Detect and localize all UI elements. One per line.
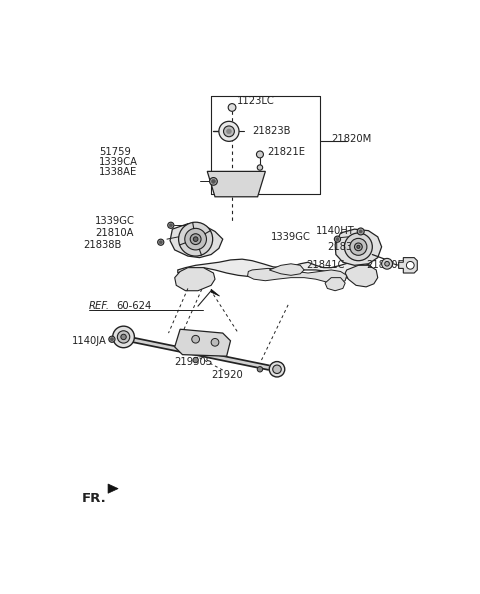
Polygon shape [170,224,223,258]
Circle shape [335,236,340,242]
Text: 21821E: 21821E [268,147,306,157]
Text: REF.: REF. [89,301,109,311]
Text: 21880E: 21880E [366,260,404,270]
Polygon shape [211,289,220,296]
Polygon shape [248,268,347,283]
Polygon shape [178,259,374,281]
Circle shape [110,338,113,341]
Circle shape [350,238,367,255]
Circle shape [192,336,200,343]
Circle shape [121,334,126,340]
Circle shape [269,362,285,377]
Polygon shape [108,484,118,493]
Circle shape [273,365,281,374]
Circle shape [157,239,164,245]
Circle shape [193,358,198,363]
Text: 1140HT: 1140HT [316,226,355,236]
Polygon shape [207,172,265,197]
Circle shape [179,222,213,256]
Circle shape [228,103,236,111]
Text: 21838B: 21838B [83,239,121,249]
Text: 21830: 21830 [327,242,359,252]
Polygon shape [345,266,378,287]
Text: FR.: FR. [82,492,107,505]
Circle shape [109,336,115,342]
Circle shape [190,234,201,245]
Text: 1338AE: 1338AE [99,167,137,177]
Polygon shape [175,329,230,356]
Circle shape [345,233,372,261]
Circle shape [355,243,362,251]
Polygon shape [269,264,304,276]
Circle shape [256,151,264,158]
Text: 1123LC: 1123LC [237,96,275,106]
Circle shape [385,261,389,266]
Text: 21841C: 21841C [306,260,345,270]
Text: 1339GC: 1339GC [95,216,135,226]
Circle shape [185,228,206,250]
Text: 21810A: 21810A [95,228,133,238]
Circle shape [219,121,239,141]
Circle shape [336,238,339,241]
Circle shape [212,179,216,184]
Circle shape [169,224,172,227]
Circle shape [227,129,231,134]
Polygon shape [325,277,345,290]
Text: 60-624: 60-624 [116,301,151,311]
Circle shape [193,237,198,241]
Circle shape [224,126,234,137]
Circle shape [159,241,162,244]
Text: 21823B: 21823B [252,127,291,137]
Text: 21920: 21920 [211,371,243,380]
Text: 1339GC: 1339GC [271,232,311,242]
Circle shape [382,258,393,269]
Circle shape [357,245,360,248]
Polygon shape [399,258,417,273]
Circle shape [117,331,130,343]
Circle shape [168,222,174,228]
Text: 21950S: 21950S [175,358,213,367]
Circle shape [257,165,263,170]
Circle shape [210,178,217,185]
Text: 21820M: 21820M [331,134,372,144]
Circle shape [407,261,414,269]
Text: 51759: 51759 [99,147,131,157]
Polygon shape [335,229,382,266]
Circle shape [257,366,263,372]
Circle shape [211,339,219,346]
Text: 1140JA: 1140JA [72,336,107,346]
Circle shape [113,326,134,347]
Circle shape [359,230,362,233]
Circle shape [357,228,364,235]
Polygon shape [175,268,215,290]
Text: 1339CA: 1339CA [99,157,138,167]
